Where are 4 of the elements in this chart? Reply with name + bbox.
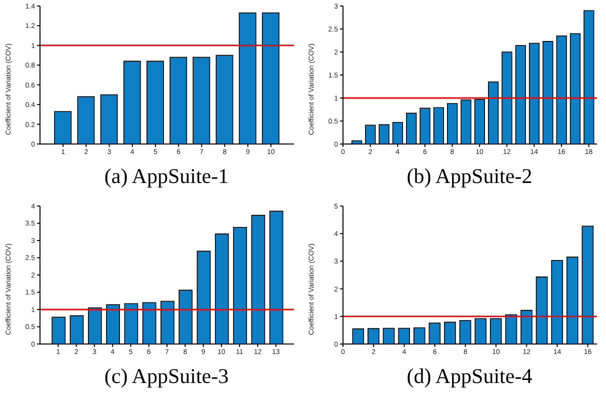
text: (a) AppSuite-1 (103, 164, 230, 189)
text: (c) AppSuite-3 (103, 364, 230, 389)
text: (b) AppSuite-2 (406, 164, 534, 189)
text: (d) AppSuite-4 (406, 364, 534, 389)
